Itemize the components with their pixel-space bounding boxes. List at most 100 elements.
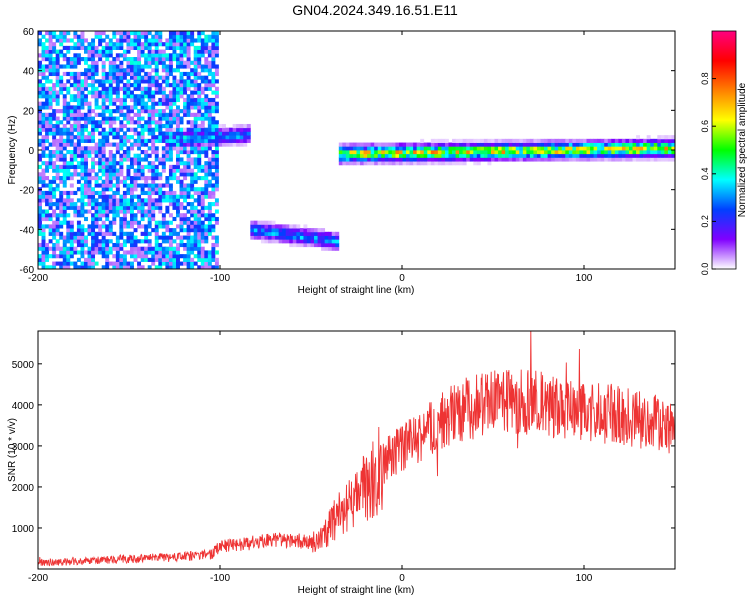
heatmap-cell — [374, 142, 379, 147]
heatmap-cell — [161, 261, 166, 266]
heatmap-cell — [101, 164, 106, 169]
heatmap-cell — [168, 239, 173, 244]
heatmap-cell — [402, 161, 407, 166]
heatmap-cell — [338, 150, 343, 155]
heatmap-cell — [133, 79, 138, 84]
heatmap-cell — [204, 190, 209, 196]
heatmap-cell — [211, 83, 216, 88]
snr-x-tick-label: -200 — [28, 573, 48, 584]
heatmap-cell — [618, 146, 623, 151]
heatmap-cell — [38, 231, 42, 236]
heatmap-cell — [144, 90, 149, 95]
heatmap-cell — [575, 146, 580, 151]
heatmap-cell — [544, 153, 548, 158]
heatmap-cell — [498, 138, 502, 143]
heatmap-cell — [363, 150, 368, 155]
heatmap-cell — [144, 71, 149, 77]
heatmap-cell — [151, 90, 156, 95]
heatmap-cell — [133, 64, 138, 69]
snr-y-tick-label: 1000 — [12, 524, 35, 535]
heatmap-cell — [105, 172, 110, 177]
heatmap-cell — [211, 265, 216, 269]
heatmap-cell — [554, 146, 559, 151]
heatmap-cell — [480, 142, 485, 147]
heatmap-cell — [119, 216, 124, 222]
heatmap-cell — [317, 239, 322, 244]
heatmap-cell — [197, 131, 202, 136]
heatmap-cell — [108, 38, 113, 43]
heatmap-cell — [317, 228, 322, 233]
heatmap-cell — [41, 161, 46, 166]
heatmap-cell — [52, 254, 57, 259]
heatmap-cell — [222, 123, 226, 129]
heatmap-cell — [91, 168, 96, 173]
heatmap-cell — [168, 220, 173, 225]
heatmap-cell — [115, 116, 120, 121]
heatmap-cell — [165, 153, 170, 158]
heatmap-cell — [214, 138, 219, 143]
heatmap-cell — [158, 127, 163, 132]
heatmap-cell — [115, 239, 120, 244]
heatmap-cell — [388, 150, 393, 155]
heatmap-cell — [87, 109, 92, 114]
heatmap-cell — [211, 150, 216, 155]
heatmap-cell — [91, 216, 96, 222]
heatmap-cell — [101, 97, 106, 103]
heatmap-cell — [48, 213, 53, 218]
heatmap-cell — [80, 94, 85, 99]
heatmap-cell — [200, 187, 205, 192]
heatmap-cell — [211, 164, 216, 169]
heatmap-cell — [108, 131, 113, 136]
heatmap-cell — [108, 250, 113, 255]
heatmap-cell — [105, 202, 110, 207]
heatmap-cell — [55, 49, 60, 54]
heatmap-cell — [200, 97, 205, 103]
heatmap-cell — [133, 250, 138, 255]
heatmap-cell — [84, 83, 88, 88]
heatmap-cell — [384, 150, 389, 155]
heatmap-cell — [38, 261, 42, 266]
heatmap-cell — [108, 60, 113, 65]
heatmap-cell — [48, 123, 53, 129]
heatmap-cell — [154, 172, 159, 177]
heatmap-cell — [494, 157, 499, 162]
heatmap-cell — [168, 190, 173, 196]
heatmap-cell — [158, 138, 163, 143]
heatmap-cell — [168, 90, 173, 95]
snr-series — [38, 331, 675, 567]
heatmap-cell — [197, 34, 202, 39]
heatmap-cell — [161, 246, 166, 251]
heatmap-cell — [41, 224, 46, 229]
heatmap-cell — [87, 194, 92, 199]
heatmap-cell — [112, 246, 117, 251]
figure-title: GN04.2024.349.16.51.E11 — [292, 2, 458, 18]
heatmap-cell — [448, 153, 453, 158]
heatmap-cell — [172, 90, 177, 95]
heatmap-cell — [108, 97, 113, 103]
heatmap-cell — [193, 138, 198, 143]
heatmap-cell — [586, 153, 591, 158]
heatmap-cell — [211, 135, 216, 140]
heatmap-cell — [186, 239, 191, 244]
heatmap-cell — [328, 235, 333, 240]
heatmap-cell — [388, 153, 393, 158]
heatmap-cell — [200, 123, 205, 129]
heatmap-cell — [285, 224, 290, 229]
heatmap-cell — [48, 228, 53, 233]
heatmap-cell — [126, 138, 131, 143]
heatmap-cell — [38, 101, 42, 106]
heatmap-cell — [45, 242, 50, 248]
heatmap-cell — [391, 161, 396, 166]
heatmap-cell — [299, 228, 304, 233]
heatmap-cell — [398, 146, 403, 151]
heatmap-cell — [73, 64, 78, 69]
heatmap-cell — [193, 261, 198, 266]
heatmap-cell — [660, 153, 665, 158]
heatmap-cell — [98, 216, 103, 222]
heatmap-cell — [76, 42, 81, 47]
heatmap-cell — [108, 101, 113, 106]
heatmap-cell — [416, 153, 421, 158]
heatmap-cell — [154, 138, 159, 143]
heatmap-cell — [45, 216, 50, 222]
heatmap-cell — [278, 239, 283, 244]
